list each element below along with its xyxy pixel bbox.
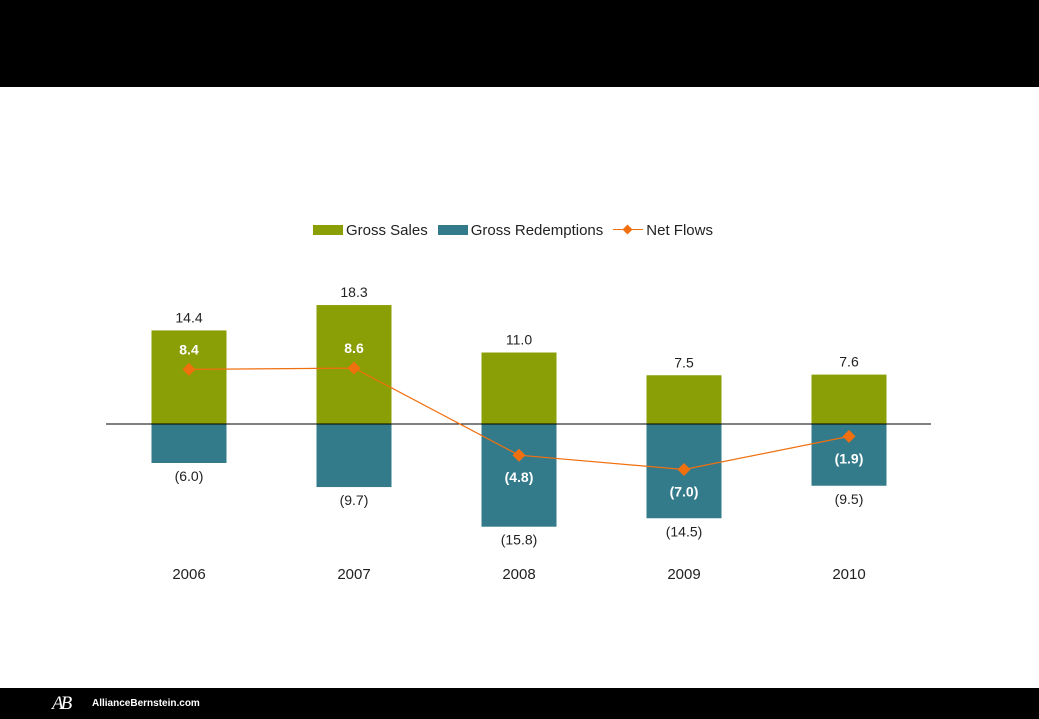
net-flows-marker-2006 — [182, 362, 196, 376]
x-tick-label-2009: 2009 — [667, 566, 700, 583]
bar-gross-sales-2006 — [151, 330, 227, 424]
x-tick-label-2008: 2008 — [502, 566, 535, 583]
bar-gross-redemptions-2008 — [481, 424, 557, 527]
net-flows-marker-2010 — [842, 429, 856, 443]
net-flows-marker-2009 — [677, 463, 691, 476]
bar-gross-sales-2009 — [646, 375, 722, 424]
footer-site-link[interactable]: AllianceBernstein.com — [92, 698, 200, 709]
data-label-gross-sales-2008: 11.0 — [506, 332, 532, 348]
bar-gross-redemptions-2007 — [316, 424, 392, 488]
legend-label-net-flows: Net Flows — [646, 221, 713, 239]
data-label-gross-sales-2007: 18.3 — [340, 284, 367, 300]
x-tick-label-2010: 2010 — [832, 566, 865, 583]
data-label-gross-redemptions-2008: (15.8) — [501, 532, 538, 548]
data-label-gross-redemptions-2007: (9.7) — [340, 492, 369, 508]
footer-band — [0, 688, 1039, 719]
data-label-net-flows-2007: 8.6 — [344, 340, 364, 356]
legend-item-net-flows: Net Flows — [613, 222, 713, 239]
bar-gross-redemptions-2006 — [151, 424, 227, 463]
data-label-net-flows-2010: (1.9) — [835, 450, 864, 466]
legend-label-gross-redemptions: Gross Redemptions — [470, 221, 604, 239]
data-label-gross-redemptions-2006: (6.0) — [175, 468, 204, 484]
net-flows-marker-2008 — [512, 448, 526, 462]
data-label-gross-redemptions-2010: (9.5) — [835, 491, 864, 507]
data-label-gross-sales-2010: 7.6 — [839, 354, 859, 370]
header-band — [0, 0, 1039, 87]
bar-gross-sales-2010 — [811, 374, 887, 424]
data-label-gross-redemptions-2009: (14.5) — [666, 523, 703, 539]
legend-item-gross-sales: Gross Sales — [313, 222, 428, 239]
bar-gross-sales-2008 — [481, 352, 557, 424]
net-flows-marker-2007 — [347, 361, 361, 375]
data-label-net-flows-2008: (4.8) — [505, 469, 534, 485]
data-label-net-flows-2006: 8.4 — [179, 341, 199, 357]
data-label-net-flows-2009: (7.0) — [670, 484, 699, 500]
x-tick-label-2007: 2007 — [337, 566, 370, 583]
legend-swatch-gross-redemptions — [437, 225, 468, 235]
legend-swatch-gross-sales — [313, 225, 343, 235]
data-label-gross-sales-2006: 14.4 — [175, 309, 202, 325]
legend-item-gross-redemptions: Gross Redemptions — [437, 221, 604, 239]
legend-label-gross-sales: Gross Sales — [346, 221, 428, 239]
x-tick-label-2006: 2006 — [172, 566, 205, 583]
chart-legend: Gross Sales Gross Redemptions Net Flows — [313, 221, 723, 239]
data-label-gross-sales-2009: 7.5 — [674, 354, 694, 370]
legend-marker-net-flows — [613, 224, 644, 236]
company-logo: AB — [52, 693, 72, 714]
